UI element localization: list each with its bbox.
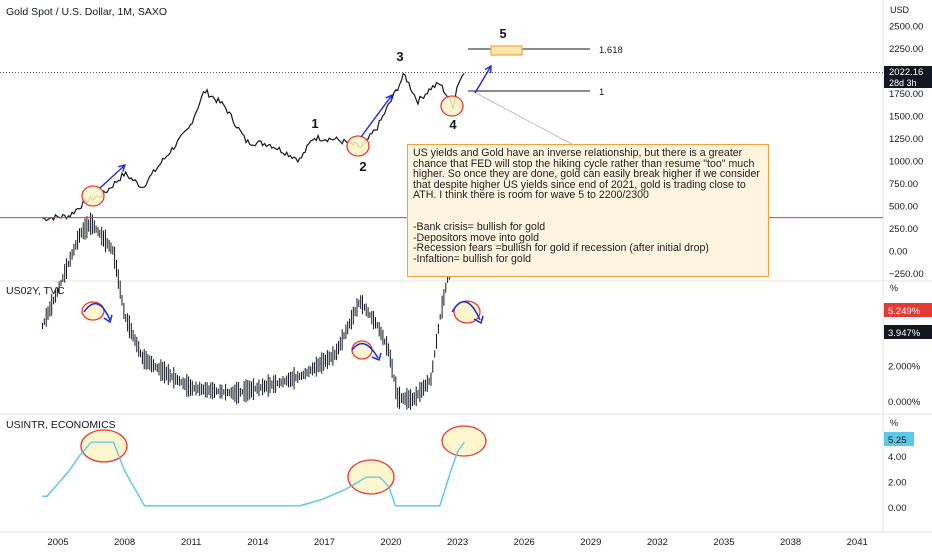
us02y-last-badge: 3.947% — [884, 325, 932, 339]
time-tick-label: 2026 — [514, 537, 535, 548]
arrow-shaft — [474, 65, 492, 94]
usintr-tick-label: 4.00 — [888, 452, 907, 463]
wave-5-label: 5 — [499, 26, 506, 41]
arrow-shaft — [99, 164, 126, 189]
usintr-last-value: 5.25 — [888, 435, 907, 446]
main-pane-title: Gold Spot / U.S. Dollar, 1M, SAXO — [6, 6, 167, 18]
currency-label: USD — [890, 5, 910, 15]
time-tick-label: 2041 — [847, 537, 868, 548]
note-bullet: -Recession fears =bullish for gold if re… — [413, 242, 709, 255]
usintr-tick-label: 2.00 — [888, 478, 907, 489]
us02y-last-value: 3.947% — [888, 328, 921, 339]
time-tick-label: 2005 — [47, 537, 68, 548]
us02y-level-badge: 5.249% — [884, 303, 932, 317]
note-bullet: -Infaltion= bullish for gold — [413, 252, 532, 265]
usintr-pane-title: USINTR, ECONOMICS — [6, 419, 116, 431]
price-tick-label: 0.00 — [889, 247, 908, 258]
time-tick-label: 2017 — [314, 537, 335, 548]
us02y-curve-arrow-2023-head — [473, 315, 484, 325]
time-tick-label: 2014 — [247, 537, 268, 548]
usintr-circle-2007 — [80, 429, 128, 463]
price-tick-label: 1750.00 — [889, 89, 923, 100]
gold-price-line — [42, 72, 465, 222]
gold-circle-wave2 — [346, 135, 370, 157]
time-tick-label: 2038 — [780, 537, 801, 548]
price-tick-label: −250.00 — [889, 269, 924, 280]
time-tick-label: 2008 — [114, 537, 135, 548]
arrow-head — [118, 164, 127, 172]
time-tick-label: 2023 — [447, 537, 468, 548]
price-tick-label: 1250.00 — [889, 134, 923, 145]
last-price-badge: 2022.16 28d 3h — [884, 66, 932, 88]
us02y-curve-arrow-2007-head — [103, 314, 113, 324]
fib-1618-label: 1.618 — [599, 45, 623, 56]
price-tick-label: 2250.00 — [889, 44, 923, 55]
us02y-curve-arrow-2018-head — [371, 352, 382, 362]
us02y-pct-label: % — [890, 283, 898, 293]
gold-arrow-wave5 — [474, 64, 492, 94]
price-axis[interactable]: 2500.002250.002000.001750.001500.001250.… — [889, 22, 924, 281]
gold-circle-2008 — [81, 185, 105, 207]
time-tick-label: 2032 — [647, 537, 668, 548]
price-tick-label: 750.00 — [889, 179, 918, 190]
us02y-circle-2007 — [81, 301, 105, 321]
time-tick-label: 2020 — [380, 537, 401, 548]
usintr-pct-label: % — [890, 418, 898, 428]
time-axis[interactable]: 2005 2008 2011 2014 2017 2020 2023 2026 2029 2032… — [47, 537, 867, 548]
time-tick-label: 2029 — [580, 537, 601, 548]
note-bullet: -Bank crisis= bullish for gold — [413, 220, 546, 233]
price-tick-label: 2500.00 — [889, 22, 923, 33]
us02y-pane-title: US02Y, TVC — [6, 285, 65, 297]
us02y-curve-arrow-2023 — [451, 301, 481, 321]
price-tick-label: 1500.00 — [889, 112, 923, 123]
gold-arrow-2008 — [99, 164, 127, 189]
arrow-shaft — [360, 94, 393, 138]
note-paragraph: US yields and Gold have an inverse relat… — [413, 147, 760, 202]
wave-1-label: 1 — [311, 116, 318, 131]
us02y-level-value: 5.249% — [888, 306, 921, 317]
price-tick-label: 500.00 — [889, 202, 918, 213]
last-price-value: 2022.16 — [889, 67, 923, 78]
price-tick-label: 1000.00 — [889, 157, 923, 168]
usintr-line-overlay — [42, 441, 465, 507]
analysis-note[interactable]: US yields and Gold have an inverse relat… — [407, 144, 769, 277]
arrow-head — [385, 93, 393, 103]
countdown-value: 28d 3h — [889, 78, 917, 88]
usintr-circle-2023 — [441, 425, 487, 457]
note-bullet: -Depositors move into gold — [413, 231, 540, 244]
wave-3-label: 3 — [396, 49, 403, 64]
us02y-tick-label: 2.000% — [888, 362, 921, 373]
usintr-axis[interactable]: 4.00 2.00 0.00 — [888, 452, 907, 514]
price-tick-label: 250.00 — [889, 224, 918, 235]
wave-4-label: 4 — [449, 117, 457, 132]
us02y-curve-arrow-2007 — [83, 303, 111, 321]
wave-5-target-box — [490, 45, 523, 56]
us02y-tick-label: 0.000% — [888, 397, 921, 408]
gold-circle-wave4 — [440, 95, 464, 117]
gold-arrow-wave3 — [360, 93, 393, 138]
us02y-curve-arrow-2018 — [351, 342, 379, 359]
usintr-tick-label: 0.00 — [888, 503, 907, 514]
usintr-last-badge: 5.25 — [884, 432, 914, 446]
wave-2-label: 2 — [359, 159, 366, 174]
fib-1-label: 1 — [599, 87, 604, 98]
time-tick-label: 2035 — [713, 537, 734, 548]
arrow-head — [484, 64, 492, 74]
us02y-circle-2023 — [453, 300, 481, 324]
time-tick-label: 2011 — [181, 537, 201, 548]
